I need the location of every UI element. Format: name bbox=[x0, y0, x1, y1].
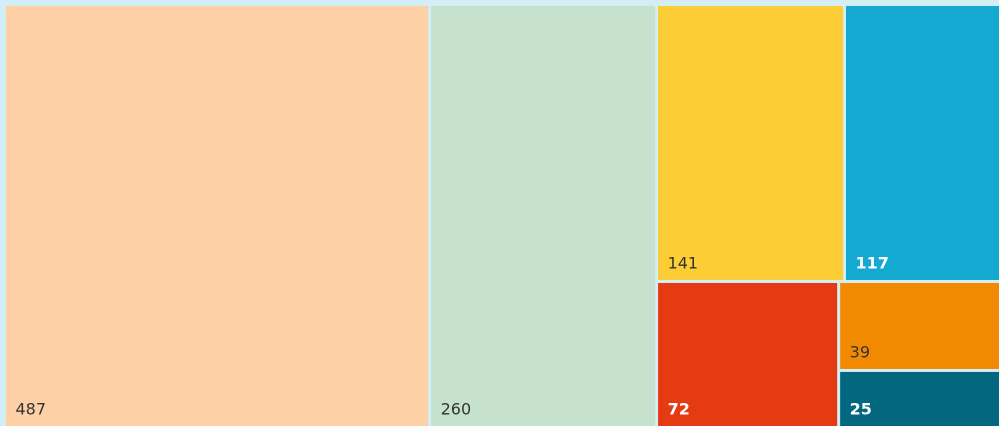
treemap-cell bbox=[431, 6, 656, 426]
treemap-cell bbox=[846, 6, 999, 280]
treemap-cell bbox=[6, 6, 429, 426]
treemap-cell bbox=[658, 282, 838, 426]
value-label: 39 bbox=[850, 342, 870, 361]
value-label: 117 bbox=[856, 253, 889, 272]
treemap-cell bbox=[840, 371, 999, 426]
value-label: 25 bbox=[850, 400, 872, 419]
treemap-cell bbox=[840, 282, 999, 369]
treemap-cell bbox=[658, 6, 844, 280]
value-label: 487 bbox=[16, 400, 47, 419]
value-label: 72 bbox=[668, 400, 690, 419]
value-label: 260 bbox=[441, 400, 472, 419]
value-label: 141 bbox=[668, 253, 699, 272]
